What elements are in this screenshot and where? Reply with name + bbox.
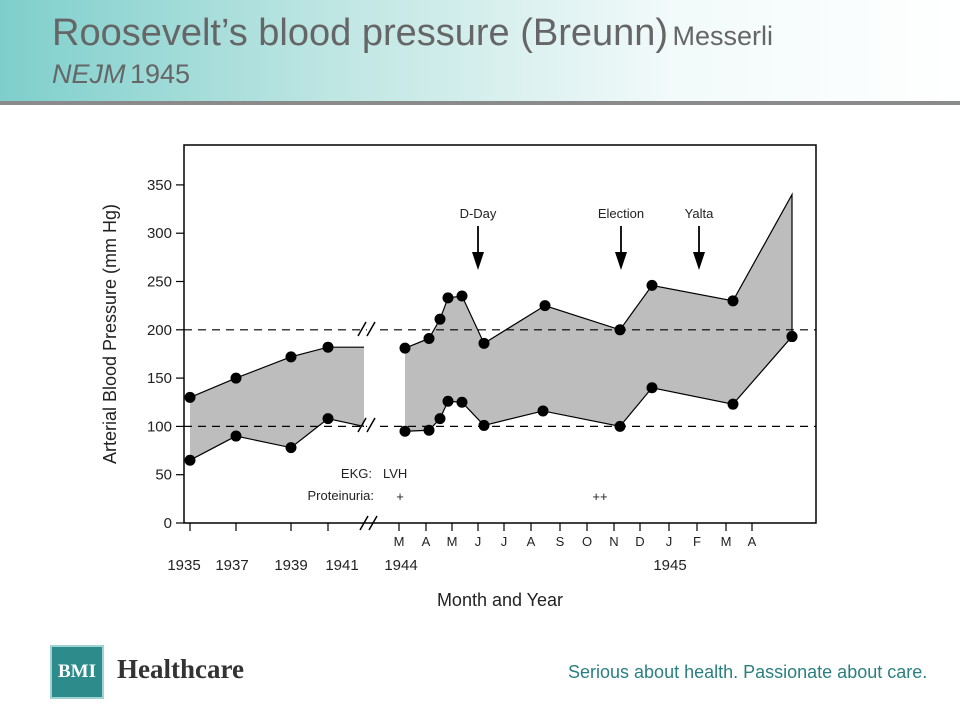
annotation-arrow-head <box>472 252 484 270</box>
axis-break-mark <box>359 515 369 531</box>
x-month-label: M <box>447 534 458 549</box>
proteinuria-value-1: + <box>396 489 404 504</box>
bmi-logo-icon: BMI <box>50 645 104 699</box>
x-year-label: 1939 <box>274 557 307 574</box>
slide-title: Roosevelt’s blood pressure (Breunn) Mess… <box>52 10 932 91</box>
proteinuria-label: Proteinuria: <box>308 488 374 503</box>
title-main: Roosevelt’s blood pressure (Breunn) <box>52 12 669 54</box>
x-month-label: D <box>635 534 644 549</box>
diastolic-point <box>727 398 739 410</box>
y-tick-label: 350 <box>147 177 172 194</box>
diastolic-point <box>399 425 411 437</box>
y-axis-title: Arterial Blood Pressure (mm Hg) <box>100 204 120 464</box>
diastolic-point <box>614 420 626 432</box>
annotation-arrow-head <box>615 252 627 270</box>
axis-break-mark <box>357 417 367 433</box>
x-year-label: 1944 <box>384 557 417 574</box>
y-tick-label: 150 <box>147 370 172 387</box>
ekg-value: LVH <box>383 466 407 481</box>
x-month-label: A <box>422 534 431 549</box>
y-tick-label: 50 <box>155 467 172 484</box>
x-month-label: M <box>394 534 405 549</box>
bp-band-2 <box>405 194 792 432</box>
x-month-label: A <box>748 534 757 549</box>
title-journal: NEJM <box>52 58 126 89</box>
x-month-label: N <box>609 534 618 549</box>
systolic-point <box>456 290 468 302</box>
systolic-point <box>434 313 446 325</box>
axis-break-mark <box>357 321 367 337</box>
systolic-point <box>230 372 242 384</box>
x-year-label: 1935 <box>167 557 200 574</box>
systolic-point <box>322 341 334 353</box>
diastolic-point <box>184 454 196 466</box>
systolic-point <box>727 295 739 307</box>
logo-mark: BMI <box>58 661 96 682</box>
systolic-point <box>539 300 551 312</box>
x-month-label: F <box>693 534 701 549</box>
y-tick-label: 100 <box>147 418 172 435</box>
systolic-point <box>614 324 626 336</box>
diastolic-point <box>646 382 658 394</box>
header-divider <box>0 101 960 105</box>
y-tick-label: 250 <box>147 274 172 291</box>
systolic-point <box>399 342 411 354</box>
diastolic-point <box>786 331 798 343</box>
x-axis-title: Month and Year <box>437 590 563 610</box>
systolic-point <box>285 351 297 363</box>
diastolic-point <box>537 405 549 417</box>
y-tick-label: 200 <box>147 322 172 339</box>
x-year-label: 1937 <box>215 557 248 574</box>
x-month-label: A <box>527 534 536 549</box>
systolic-point <box>646 279 658 291</box>
y-tick-label: 300 <box>147 225 172 242</box>
diastolic-point <box>285 442 297 454</box>
diastolic-point <box>230 430 242 442</box>
axis-break-mark <box>366 417 376 433</box>
x-year-label: 1941 <box>325 557 358 574</box>
diastolic-point <box>434 413 446 425</box>
x-year-label: 1945 <box>653 557 686 574</box>
annotation-yalta: Yalta <box>685 206 714 221</box>
x-month-label: J <box>475 534 482 549</box>
diastolic-point <box>423 424 435 436</box>
title-author: Messerli <box>672 21 774 51</box>
annotation-arrow-head <box>693 252 705 270</box>
x-month-label: J <box>501 534 508 549</box>
annotation-election: Election <box>598 206 644 221</box>
tagline: Serious about health. Passionate about c… <box>568 662 928 682</box>
diastolic-point <box>322 413 334 425</box>
systolic-point <box>478 337 490 349</box>
title-year: 1945 <box>129 58 191 89</box>
systolic-point <box>442 292 454 304</box>
diastolic-point <box>456 396 468 408</box>
y-tick-label: 0 <box>164 515 172 532</box>
x-month-label: J <box>666 534 673 549</box>
proteinuria-value-2: ++ <box>592 489 607 504</box>
systolic-point <box>423 332 435 344</box>
axis-break-gap <box>367 325 380 445</box>
diastolic-point <box>478 419 490 431</box>
axis-break-mark <box>366 321 376 337</box>
logo-name: Healthcare <box>117 654 244 684</box>
x-month-label: O <box>582 534 592 549</box>
axis-break-mark <box>368 515 378 531</box>
systolic-point <box>184 391 196 403</box>
x-month-label: M <box>721 534 732 549</box>
x-month-label: S <box>556 534 565 549</box>
annotation-d-day: D-Day <box>460 206 497 221</box>
header-banner <box>0 0 960 102</box>
diastolic-point <box>442 395 454 407</box>
ekg-label: EKG: <box>341 466 372 481</box>
